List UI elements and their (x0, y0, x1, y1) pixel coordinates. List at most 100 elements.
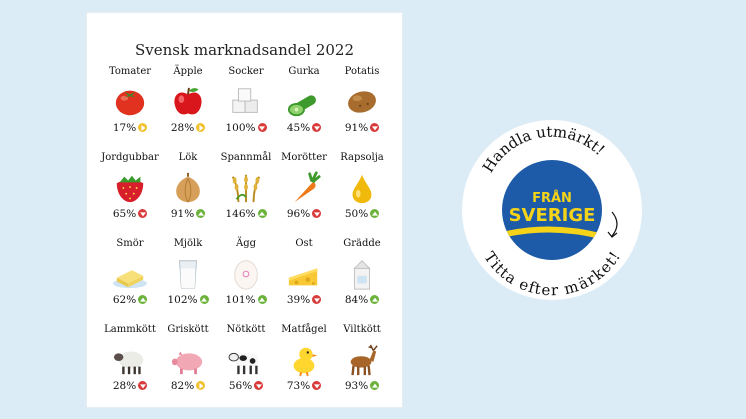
market-share-value: 39% (275, 294, 333, 306)
trend-right-icon (196, 381, 206, 390)
logo-line1: FRÅN (532, 190, 572, 206)
market-share-value: 100% (217, 122, 275, 134)
market-share-card: Svensk marknadsandel 2022 Tomater 17% Äppl… (87, 13, 402, 407)
market-share-value: 62% (101, 294, 159, 306)
market-share-value: 146% (217, 208, 275, 220)
product-label: Grädde (343, 238, 381, 249)
product-cell: Nötkött 56% (217, 323, 275, 409)
share-percent: 82% (170, 380, 195, 392)
share-percent: 101% (225, 294, 256, 306)
trend-down-icon (370, 123, 380, 132)
trend-down-icon (312, 381, 322, 390)
share-percent: 50% (344, 208, 369, 220)
share-percent: 91% (170, 208, 195, 220)
apple-icon (168, 85, 208, 119)
card-title: Svensk marknadsandel 2022 (135, 41, 354, 59)
product-label: Ost (295, 238, 313, 249)
market-share-value: 28% (101, 380, 159, 392)
curved-arrow-icon (611, 211, 618, 237)
logo-stripe (502, 226, 602, 240)
product-cell: Grädde 84% (333, 237, 391, 323)
trend-up-icon (370, 209, 380, 218)
pig-icon (168, 343, 208, 377)
trend-down-icon (312, 209, 322, 218)
product-cell: Lammkött 28% (101, 323, 159, 409)
carrot-icon (284, 171, 324, 205)
potato-icon (342, 85, 382, 119)
share-percent: 100% (225, 122, 256, 134)
product-cell: Äpple 28% (159, 65, 217, 151)
cream-carton-icon (342, 257, 382, 291)
trend-right-icon (138, 123, 148, 132)
butter-icon (110, 257, 150, 291)
share-percent: 96% (286, 208, 311, 220)
product-label: Morötter (281, 152, 327, 163)
product-cell: Ost 39% (275, 237, 333, 323)
product-label: Ägg (235, 238, 257, 249)
product-cell: Mjölk 102% (159, 237, 217, 323)
product-cell: Lök 91% (159, 151, 217, 237)
share-percent: 73% (286, 380, 311, 392)
logo-circle (502, 160, 602, 260)
product-label: Rapsolja (340, 152, 384, 163)
product-label: Griskött (167, 324, 209, 335)
market-share-value: 91% (333, 122, 391, 134)
product-label: Äpple (173, 66, 203, 77)
cow-icon (226, 343, 266, 377)
market-share-value: 65% (101, 208, 159, 220)
product-cell: Gurka 45% (275, 65, 333, 151)
trend-right-icon (196, 123, 206, 132)
grain-icon (226, 171, 266, 205)
trend-down-icon (257, 123, 267, 132)
product-label: Socker (228, 66, 264, 77)
trend-up-icon (196, 209, 206, 218)
product-label: Spannmål (220, 152, 272, 163)
product-label: Matfågel (281, 324, 327, 335)
badge-graphic: FRÅN SVERIGE Handla utmärkt! Titta efter… (479, 122, 624, 299)
strawberry-icon (110, 171, 150, 205)
share-percent: 56% (228, 380, 253, 392)
product-cell: Griskött 82% (159, 323, 217, 409)
product-cell: Tomater 17% (101, 65, 159, 151)
product-cell: Morötter 96% (275, 151, 333, 237)
product-label: Potatis (344, 66, 380, 77)
share-percent: 91% (344, 122, 369, 134)
trend-up-icon (370, 381, 380, 390)
onion-icon (168, 171, 208, 205)
product-cell: Viltkött 93% (333, 323, 391, 409)
product-cell: Socker 100% (217, 65, 275, 151)
deer-icon (342, 343, 382, 377)
product-label: Smör (116, 238, 144, 249)
product-cell: Rapsolja 50% (333, 151, 391, 237)
egg-icon (226, 257, 266, 291)
tomato-icon (110, 85, 150, 119)
market-share-value: 82% (159, 380, 217, 392)
product-label: Mjölk (173, 238, 203, 249)
oil-drop-icon (342, 171, 382, 205)
market-share-value: 17% (101, 122, 159, 134)
share-percent: 17% (112, 122, 137, 134)
product-label: Nötkött (226, 324, 266, 335)
trend-down-icon (254, 381, 264, 390)
product-cell: Potatis 91% (333, 65, 391, 151)
share-percent: 45% (286, 122, 311, 134)
trend-up-icon (199, 295, 209, 304)
trend-up-icon (257, 209, 267, 218)
arrow-head-icon (607, 231, 618, 238)
trend-up-icon (257, 295, 267, 304)
sheep-icon (110, 343, 150, 377)
market-share-value: 73% (275, 380, 333, 392)
market-share-value: 84% (333, 294, 391, 306)
product-label: Lammkött (104, 324, 156, 335)
market-share-value: 56% (217, 380, 275, 392)
market-share-value: 102% (159, 294, 217, 306)
market-share-value: 28% (159, 122, 217, 134)
trend-up-icon (370, 295, 380, 304)
share-percent: 28% (112, 380, 137, 392)
share-percent: 146% (225, 208, 256, 220)
cucumber-icon (284, 85, 324, 119)
trend-up-icon (138, 295, 148, 304)
share-percent: 84% (344, 294, 369, 306)
product-cell: Ägg 101% (217, 237, 275, 323)
share-percent: 65% (112, 208, 137, 220)
